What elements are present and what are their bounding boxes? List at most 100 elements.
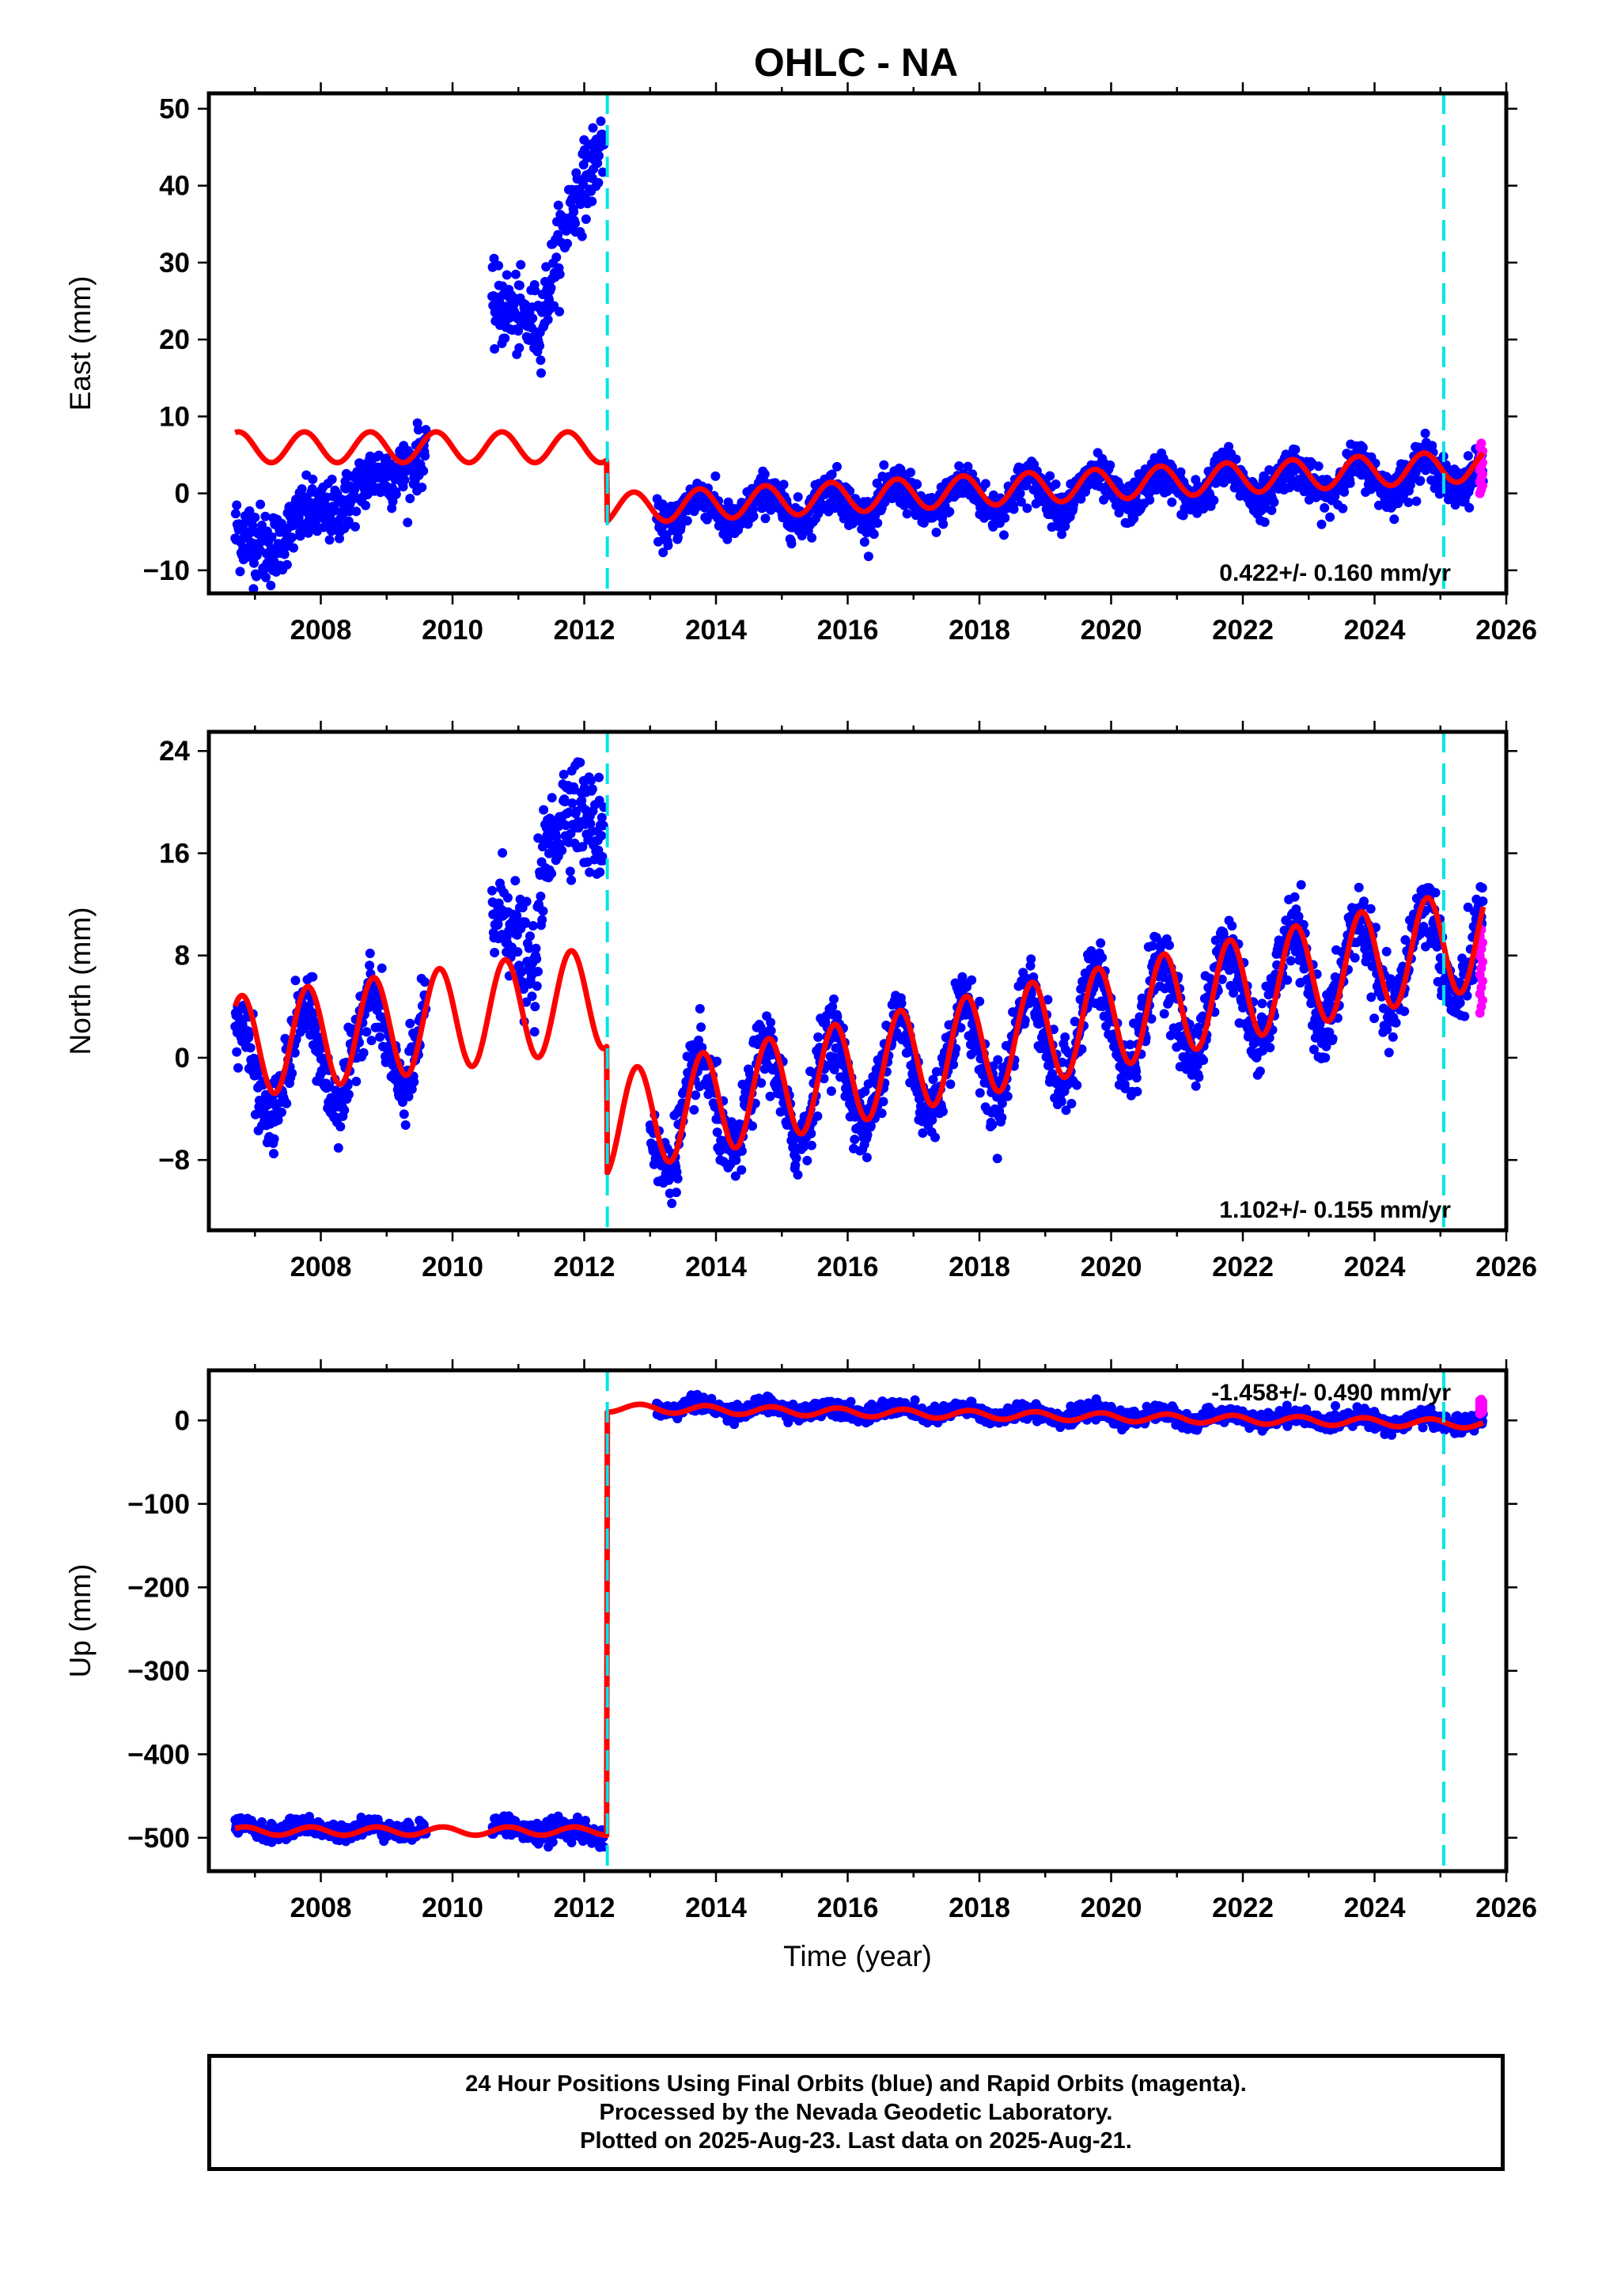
- final-orbit-point: [832, 461, 842, 472]
- final-orbit-point: [793, 1169, 803, 1180]
- final-orbit-point: [528, 313, 538, 324]
- model-fit-line: [233, 429, 1486, 525]
- final-orbit-point: [282, 1098, 292, 1108]
- final-orbit-point: [1147, 941, 1157, 951]
- final-orbit-point: [335, 1122, 346, 1131]
- final-orbit-point: [1125, 1040, 1135, 1050]
- final-orbit-point: [245, 1043, 256, 1053]
- final-orbit-point: [489, 253, 499, 263]
- final-orbit-point: [975, 1088, 985, 1098]
- final-orbit-point: [1269, 497, 1279, 507]
- final-orbit-point: [1056, 1097, 1066, 1107]
- final-orbit-point: [290, 1048, 300, 1058]
- final-orbit-point: [249, 558, 259, 568]
- final-orbit-point: [1388, 1032, 1398, 1042]
- final-orbit-point: [598, 167, 608, 177]
- x-tick-label: 2014: [685, 615, 747, 646]
- final-orbit-point: [559, 769, 569, 779]
- final-orbit-point: [297, 484, 307, 494]
- final-orbit-point: [1366, 992, 1377, 1002]
- final-orbit-point: [403, 517, 413, 528]
- final-orbit-point: [587, 784, 597, 794]
- final-orbit-point: [1291, 904, 1301, 915]
- final-orbit-point: [902, 509, 912, 519]
- final-orbit-point: [1096, 938, 1106, 948]
- final-orbit-point: [502, 270, 512, 280]
- final-orbit-point: [598, 855, 608, 866]
- east-panel: 2008 2010 2012 2014 2016 2018 2020 2022 2024 2026…: [64, 82, 1537, 646]
- final-orbit-point: [596, 813, 607, 823]
- final-orbit-point: [277, 1107, 286, 1117]
- final-orbit-point: [351, 506, 362, 517]
- final-orbit-point: [510, 876, 521, 886]
- final-orbit-point: [490, 344, 500, 354]
- final-orbit-point: [586, 775, 596, 786]
- final-orbit-point: [362, 1027, 372, 1037]
- final-orbit-point: [927, 1115, 937, 1125]
- final-orbit-point: [1165, 940, 1174, 950]
- final-orbit-point: [308, 972, 318, 982]
- x-tick-label: 2018: [949, 1252, 1010, 1283]
- final-orbit-point: [1320, 1052, 1331, 1063]
- x-tick-label: 2008: [290, 615, 352, 646]
- final-orbit-point: [1264, 1032, 1274, 1043]
- final-orbit-points: [230, 1389, 1488, 1852]
- final-orbit-point: [793, 492, 803, 502]
- final-orbit-point: [596, 116, 606, 127]
- final-orbit-point: [256, 499, 266, 510]
- rapid-orbit-point: [1476, 438, 1486, 449]
- final-orbit-point: [513, 326, 524, 336]
- up-panel: 2008 2010 2012 2014 2016 2018 2020 2022 2024 2026…: [64, 1359, 1537, 1972]
- final-orbit-point: [1415, 929, 1426, 939]
- x-tick-label: 2016: [817, 1252, 879, 1283]
- final-orbit-point: [1227, 921, 1237, 931]
- final-orbit-point: [267, 1094, 278, 1104]
- x-tick-label: 2022: [1212, 615, 1274, 646]
- final-orbit-point: [403, 1092, 414, 1101]
- final-orbit-point: [1043, 995, 1053, 1005]
- final-orbit-point: [869, 529, 879, 540]
- final-orbit-point: [1345, 478, 1355, 488]
- y-axis-label: East (mm): [64, 276, 97, 411]
- final-orbit-point: [566, 828, 576, 839]
- final-orbit-point: [1061, 1105, 1071, 1116]
- final-orbit-point: [578, 842, 588, 852]
- x-tick-label: 2010: [422, 615, 483, 646]
- final-orbit-point: [290, 976, 301, 986]
- final-orbit-point: [510, 269, 521, 279]
- final-orbit-point: [1051, 479, 1061, 489]
- y-tick-label: 50: [159, 93, 190, 124]
- final-orbit-point: [1265, 1043, 1275, 1053]
- final-orbit-point: [689, 1104, 699, 1115]
- final-orbit-point: [512, 911, 522, 921]
- final-orbit-point: [806, 1140, 816, 1150]
- final-orbit-point: [1350, 953, 1360, 963]
- final-orbit-point: [997, 1112, 1007, 1123]
- final-orbit-point: [1290, 892, 1300, 902]
- final-orbit-point: [273, 1115, 283, 1125]
- final-orbit-point: [529, 1027, 540, 1037]
- final-orbit-point: [1176, 467, 1186, 477]
- final-orbit-point: [1231, 454, 1241, 464]
- final-orbit-point: [339, 1105, 350, 1116]
- final-orbit-point: [938, 519, 949, 529]
- final-orbit-point: [566, 875, 577, 885]
- final-orbit-point: [581, 214, 591, 224]
- final-orbit-point: [358, 1048, 369, 1058]
- east-plot-area: [230, 116, 1488, 593]
- y-tick-label: −8: [158, 1145, 190, 1176]
- final-orbit-point: [949, 1059, 959, 1070]
- final-orbit-point: [303, 495, 313, 506]
- final-orbit-point: [250, 1109, 260, 1120]
- final-orbit-point: [233, 1063, 243, 1073]
- final-orbit-point: [1145, 494, 1155, 505]
- north-plot-area: [230, 757, 1488, 1208]
- final-orbit-point: [1194, 1072, 1204, 1082]
- final-orbit-point: [528, 921, 538, 931]
- velocity-rate-label: 0.422+/- 0.160 mm/yr: [1219, 560, 1451, 586]
- final-orbit-point: [537, 915, 547, 925]
- final-orbit-point: [570, 218, 581, 229]
- final-orbit-point: [859, 537, 869, 547]
- final-orbit-point: [1255, 1067, 1265, 1076]
- final-orbit-point: [1026, 954, 1036, 964]
